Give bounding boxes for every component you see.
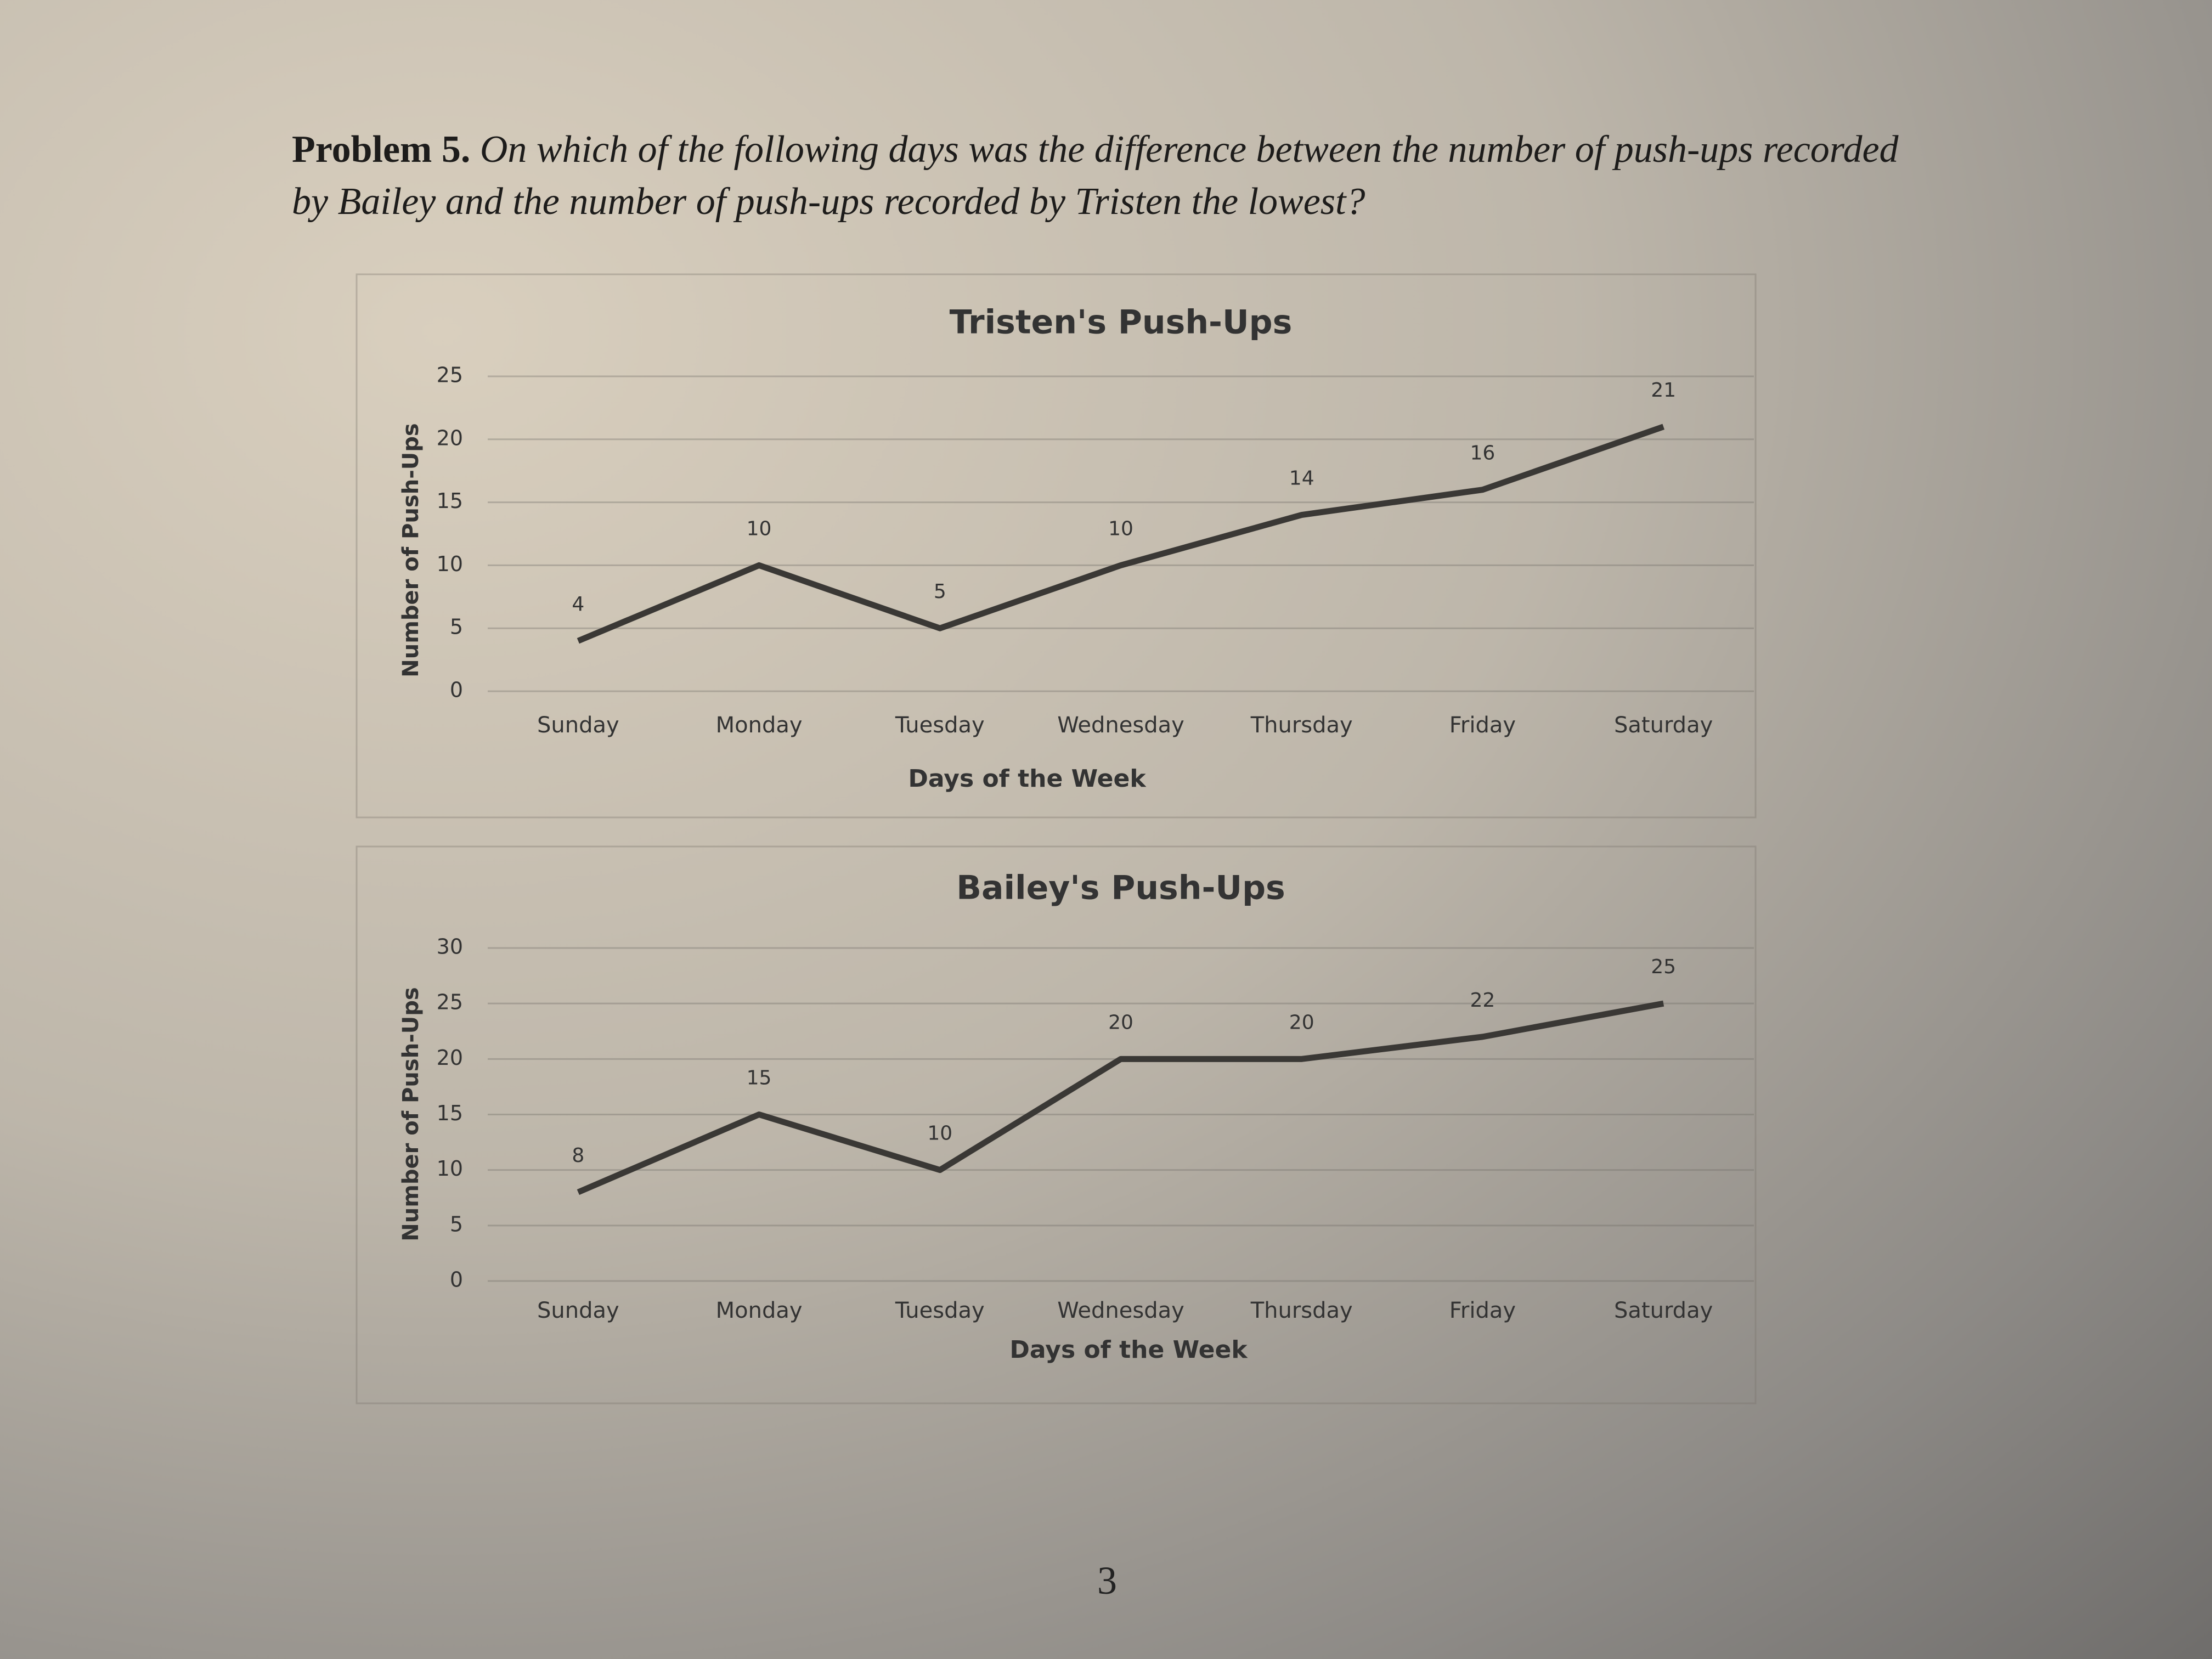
- y-tick-label: 25: [437, 363, 463, 387]
- y-tick-label: 0: [450, 1268, 463, 1292]
- y-tick-label: 20: [437, 426, 463, 450]
- line-series: [577, 1000, 1664, 1195]
- x-tick-label: Wednesday: [1057, 1298, 1184, 1323]
- problem-label: Problem 5.: [292, 128, 471, 171]
- problem-text: On which of the following days was the d…: [292, 128, 1899, 223]
- x-tick-label: Friday: [1449, 713, 1516, 738]
- data-label: 20: [1108, 1011, 1133, 1034]
- x-tick-label: Thursday: [1250, 1298, 1353, 1323]
- y-axis-label: Number of Push-Ups: [398, 423, 424, 677]
- page-number: 3: [1097, 1559, 1117, 1602]
- x-axis-label: Days of the Week: [1009, 1336, 1248, 1364]
- y-axis-label: Number of Push-Ups: [398, 987, 424, 1241]
- data-label: 4: [572, 593, 584, 616]
- data-label: 15: [747, 1067, 772, 1090]
- x-tick-label: Saturday: [1614, 1298, 1713, 1323]
- x-tick-label: Monday: [716, 1298, 803, 1323]
- x-tick-label: Tuesday: [895, 1298, 985, 1323]
- data-label: 5: [934, 580, 946, 603]
- y-tick-label: 0: [450, 678, 463, 702]
- y-tick-label: 10: [437, 1156, 463, 1181]
- data-label: 14: [1289, 467, 1314, 490]
- data-label: 8: [572, 1144, 584, 1167]
- y-tick-label: 30: [437, 935, 463, 959]
- x-tick-label: Thursday: [1250, 713, 1353, 738]
- data-label: 10: [747, 517, 772, 540]
- data-label: 22: [1470, 989, 1496, 1012]
- chart-title: Tristen's Push-Ups: [950, 303, 1293, 342]
- chart-title: Bailey's Push-Ups: [956, 869, 1285, 907]
- x-tick-label: Friday: [1449, 1298, 1516, 1323]
- data-label: 21: [1651, 379, 1676, 402]
- data-label: 20: [1289, 1011, 1314, 1034]
- line-series: [577, 424, 1664, 644]
- y-tick-label: 20: [437, 1046, 463, 1070]
- y-tick-label: 10: [437, 552, 463, 576]
- data-label: 10: [927, 1122, 952, 1145]
- y-tick-label: 15: [437, 1101, 463, 1125]
- x-tick-label: Monday: [716, 713, 803, 738]
- y-tick-label: 5: [450, 1212, 463, 1236]
- x-axis-label: Days of the Week: [908, 765, 1147, 793]
- y-tick-label: 15: [437, 489, 463, 513]
- data-label: 25: [1651, 956, 1676, 978]
- x-tick-label: Wednesday: [1057, 713, 1184, 738]
- problem: Problem 5. On which of the following day…: [292, 123, 1927, 228]
- x-tick-label: Sunday: [537, 1298, 619, 1323]
- x-tick-label: Saturday: [1614, 713, 1713, 738]
- y-tick-label: 25: [437, 990, 463, 1014]
- y-tick-label: 5: [450, 615, 463, 639]
- x-tick-label: Sunday: [537, 713, 619, 738]
- data-label: 16: [1470, 442, 1496, 465]
- chart-frame: [356, 273, 1757, 819]
- x-tick-label: Tuesday: [895, 713, 985, 738]
- chart-frame: [356, 845, 1757, 1404]
- data-label: 10: [1108, 517, 1133, 540]
